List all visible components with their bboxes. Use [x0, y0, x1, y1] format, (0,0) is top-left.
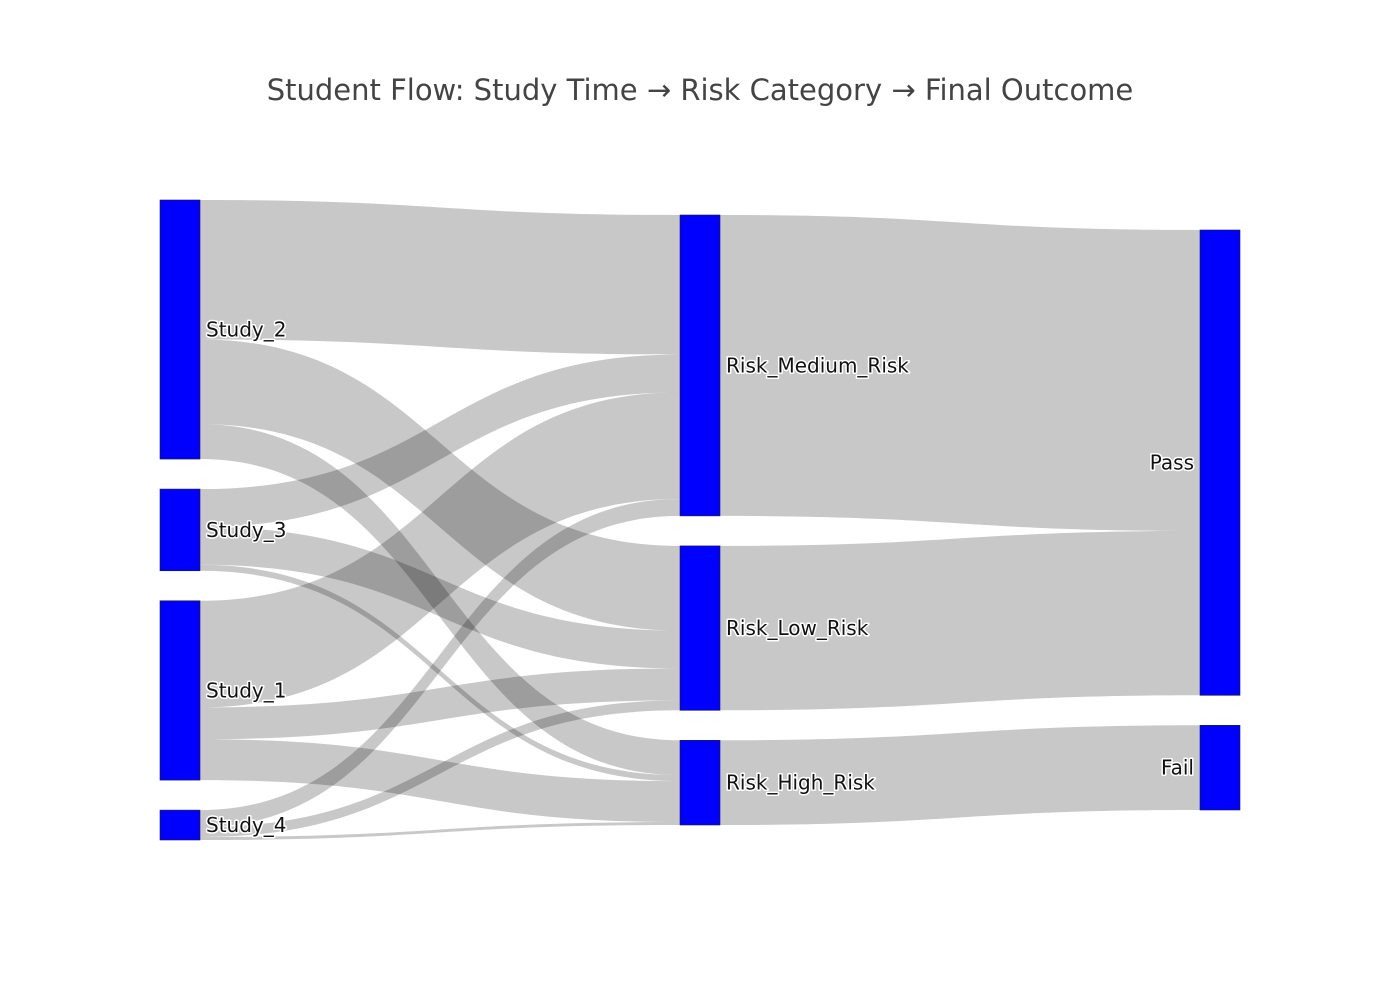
node-label-study_1: Study_1	[206, 678, 286, 702]
link-study_2-to-risk_low_risk[interactable]	[200, 339, 680, 631]
link-study_3-to-risk_high_risk[interactable]	[200, 564, 680, 782]
node-pass[interactable]	[1199, 229, 1241, 696]
link-study_2-to-risk_medium_risk[interactable]	[200, 200, 680, 355]
link-study_1-to-risk_high_risk[interactable]	[200, 739, 680, 823]
link-study_1-to-risk_low_risk[interactable]	[200, 668, 680, 740]
node-study_4[interactable]	[159, 809, 201, 841]
node-risk_low_risk[interactable]	[679, 545, 721, 711]
link-risk_high_risk-to-fail[interactable]	[720, 725, 1200, 825]
link-study_4-to-risk_medium_risk[interactable]	[200, 498, 680, 828]
link-risk_medium_risk-to-pass[interactable]	[720, 215, 1200, 531]
node-study_2[interactable]	[159, 199, 201, 460]
node-risk_high_risk[interactable]	[679, 740, 721, 826]
node-study_1[interactable]	[159, 600, 201, 781]
node-label-study_3: Study_3	[206, 518, 286, 542]
links-layer	[200, 200, 1200, 840]
node-risk_medium_risk[interactable]	[679, 214, 721, 517]
nodes-layer	[159, 199, 1241, 841]
node-label-pass: Pass	[1150, 451, 1194, 475]
node-study_3[interactable]	[159, 488, 201, 572]
link-study_3-to-risk_medium_risk[interactable]	[200, 354, 680, 527]
node-label-study_4: Study_4	[206, 813, 286, 837]
labels-layer: Study_2 Study_3 Study_1 Study_4 Risk_Medium_…	[205, 316, 1196, 839]
node-label-study_2: Study_2	[206, 318, 286, 342]
link-risk_low_risk-to-pass[interactable]	[720, 530, 1200, 711]
node-label-risk_low_risk: Risk_Low_Risk	[726, 616, 869, 640]
chart-title: Student Flow: Study Time → Risk Category…	[267, 73, 1134, 107]
link-study_1-to-risk_medium_risk[interactable]	[200, 392, 680, 708]
node-label-risk_high_risk: Risk_High_Risk	[726, 771, 875, 795]
node-fail[interactable]	[1199, 725, 1241, 811]
node-label-fail: Fail	[1161, 756, 1194, 780]
link-study_4-to-risk_high_risk[interactable]	[200, 822, 680, 840]
link-study_4-to-risk_low_risk[interactable]	[200, 700, 680, 838]
node-label-risk_medium_risk: Risk_Medium_Risk	[726, 353, 909, 377]
